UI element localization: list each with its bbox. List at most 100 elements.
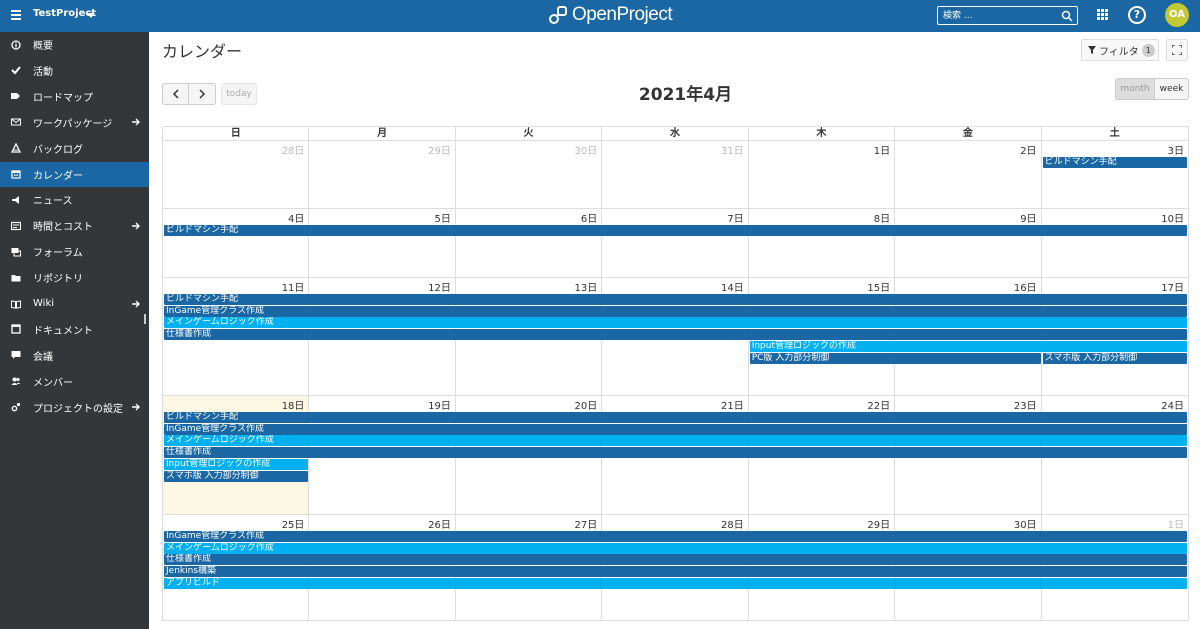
sidebar-item-2[interactable]: ロードマップ (0, 84, 149, 109)
day-number[interactable]: 15日 (867, 283, 891, 294)
sidebar-item-1[interactable]: 活動 (0, 58, 149, 83)
hamburger-menu-icon[interactable] (11, 10, 21, 20)
caret-down-icon[interactable] (87, 13, 95, 18)
week-view-button[interactable]: week (1154, 78, 1189, 100)
day-number[interactable]: 3日 (1167, 146, 1184, 157)
calendar-event[interactable]: PC版 入力部分制御 (749, 352, 1041, 364)
arrow-right-icon[interactable] (131, 402, 141, 412)
sidebar-item-10[interactable]: Wiki (0, 291, 149, 316)
calendar-event[interactable]: ビルドマシン手配 (164, 412, 1187, 423)
day-number[interactable]: 13日 (574, 283, 598, 294)
calendar-day[interactable]: 2日 (895, 141, 1042, 208)
sidebar-item-3[interactable]: ワークパッケージ (0, 110, 149, 135)
fullscreen-button[interactable] (1166, 39, 1188, 61)
day-number[interactable]: 11日 (281, 283, 305, 294)
sidebar-item-12[interactable]: 会議 (0, 343, 149, 368)
day-number[interactable]: 31日 (720, 146, 744, 157)
sidebar-item-6[interactable]: ニュース (0, 187, 149, 212)
calendar-event[interactable]: アプリビルド (164, 577, 1187, 589)
calendar-event[interactable]: メインゲームロジック作成 (164, 542, 1187, 554)
calendar-day[interactable]: 1日 (749, 141, 896, 208)
month-view-button[interactable]: month (1115, 78, 1155, 100)
sidebar-item-11[interactable]: ドキュメント (0, 317, 149, 342)
calendar-day[interactable]: 9日 (895, 209, 1042, 277)
day-number[interactable]: 1日 (1167, 520, 1184, 531)
modules-grid-icon[interactable] (1097, 9, 1108, 20)
calendar-day[interactable]: 8日 (749, 209, 896, 277)
openproject-logo[interactable]: OpenProject (548, 3, 673, 27)
calendar-day[interactable]: 29日 (309, 141, 456, 208)
calendar-event[interactable]: Jenkins構築 (164, 566, 1187, 578)
calendar-event[interactable]: InGame管理クラス作成 (164, 305, 1187, 317)
day-number[interactable]: 6日 (580, 214, 598, 225)
search-icon[interactable] (1061, 10, 1073, 22)
arrow-right-icon[interactable] (131, 299, 141, 309)
sidebar-item-0[interactable]: 概要 (0, 32, 149, 57)
calendar-event[interactable]: Input管理ロジックの作成 (164, 458, 309, 470)
day-number[interactable]: 27日 (574, 520, 598, 531)
calendar-event[interactable]: ビルドマシン手配 (164, 294, 1187, 305)
day-number[interactable]: 25日 (281, 520, 305, 531)
day-number[interactable]: 24日 (1161, 401, 1184, 412)
calendar-day[interactable]: 1日 (1042, 515, 1188, 620)
calendar-day[interactable]: 5日 (309, 209, 456, 277)
calendar-day[interactable]: 28日 (163, 141, 310, 208)
sidebar-item-4[interactable]: バックログ (0, 136, 149, 161)
day-number[interactable]: 22日 (867, 401, 891, 412)
sidebar-item-7[interactable]: 時間とコスト (0, 213, 149, 238)
calendar-day[interactable]: 10日 (1042, 209, 1188, 277)
help-icon[interactable]: ? (1128, 6, 1146, 24)
day-number[interactable]: 19日 (428, 401, 451, 412)
calendar-event[interactable]: スマホ版 入力部分制御 (164, 470, 309, 482)
day-number[interactable]: 12日 (428, 283, 451, 294)
search-box[interactable] (937, 6, 1078, 25)
prev-month-button[interactable] (162, 83, 189, 105)
filter-button[interactable]: フィルタ 1 (1081, 39, 1159, 61)
day-number[interactable]: 7日 (727, 214, 744, 225)
calendar-event[interactable]: スマホ版 入力部分制御 (1042, 352, 1187, 364)
day-number[interactable]: 23日 (1013, 401, 1037, 412)
calendar-event[interactable]: メインゲームロジック作成 (164, 317, 1187, 329)
sidebar-item-5[interactable]: カレンダー (0, 161, 149, 187)
calendar-event[interactable]: 仕様書作成 (164, 554, 1187, 566)
calendar-event[interactable]: 仕様書作成 (164, 447, 1187, 459)
sidebar-item-13[interactable]: メンバー (0, 369, 149, 394)
day-number[interactable]: 10日 (1161, 214, 1184, 225)
day-number[interactable]: 21日 (720, 401, 744, 412)
arrow-right-icon[interactable] (131, 117, 141, 127)
calendar-event[interactable]: メインゲームロジック作成 (164, 435, 1187, 447)
sidebar-item-14[interactable]: プロジェクトの設定 (0, 395, 149, 420)
calendar-event[interactable]: Input管理ロジックの作成 (749, 340, 1187, 352)
calendar-day[interactable]: 6日 (456, 209, 603, 277)
calendar-event[interactable]: ビルドマシン手配 (164, 225, 1187, 236)
project-selector[interactable]: TestProject (33, 8, 97, 19)
calendar-day[interactable]: 7日 (602, 209, 749, 277)
user-avatar[interactable]: OA (1165, 3, 1189, 27)
calendar-event[interactable]: 仕様書作成 (164, 329, 1187, 341)
calendar-day[interactable]: 31日 (602, 141, 749, 208)
day-number[interactable]: 20日 (574, 401, 598, 412)
sidebar-item-9[interactable]: リポジトリ (0, 265, 149, 290)
day-number[interactable]: 2日 (1020, 146, 1037, 157)
day-number[interactable]: 5日 (434, 214, 451, 225)
day-number[interactable]: 8日 (873, 214, 891, 225)
day-number[interactable]: 16日 (1013, 283, 1037, 294)
calendar-event[interactable]: InGame管理クラス作成 (164, 423, 1187, 435)
calendar-day[interactable]: 4日 (163, 209, 310, 277)
day-number[interactable]: 30日 (1013, 520, 1037, 531)
search-input[interactable] (943, 9, 1053, 22)
day-number[interactable]: 29日 (867, 520, 891, 531)
today-button[interactable]: today (221, 83, 257, 105)
sidebar-item-8[interactable]: フォーラム (0, 239, 149, 264)
day-number[interactable]: 26日 (428, 520, 451, 531)
sidebar-scrollbar[interactable] (144, 314, 146, 324)
day-number[interactable]: 18日 (281, 401, 305, 412)
arrow-right-icon[interactable] (131, 221, 141, 231)
day-number[interactable]: 29日 (428, 146, 451, 157)
calendar-day[interactable]: 24日 (1042, 396, 1188, 514)
day-number[interactable]: 28日 (281, 146, 305, 157)
calendar-event[interactable]: InGame管理クラス作成 (164, 531, 1187, 542)
day-number[interactable]: 28日 (720, 520, 744, 531)
calendar-event[interactable]: ビルドマシン手配 (1042, 157, 1187, 168)
day-number[interactable]: 14日 (720, 283, 744, 294)
